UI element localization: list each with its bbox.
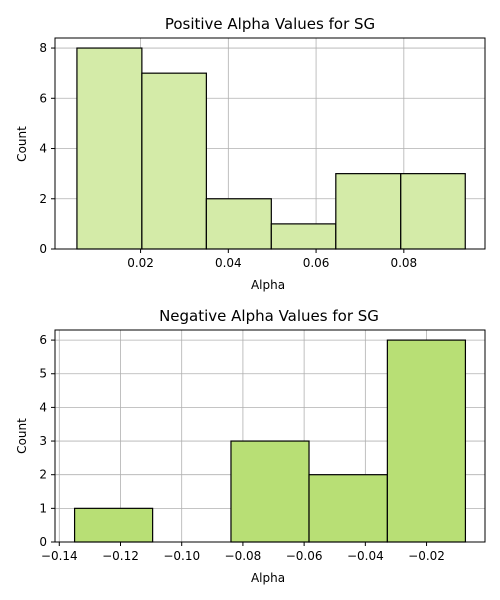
x-tick-label: 0.06 [303, 256, 330, 270]
negative-alpha-histogram: −0.14 −0.12 −0.10 −0.08 −0.06 −0.04 −0.02 0 1 2 3 4… [15, 307, 486, 585]
positive-alpha-histogram: 0.02 0.04 0.06 0.08 0 2 4 6 8 Positive Alpha Val… [15, 15, 486, 292]
histogram-bar [141, 72, 207, 250]
plot-area: −0.14 −0.12 −0.10 −0.08 −0.06 −0.04 −0.02 0 1 2 3 4… [39, 329, 486, 563]
y-tick-label: 6 [39, 91, 47, 105]
y-tick-label: 1 [39, 501, 47, 515]
x-tick-label: −0.12 [102, 549, 139, 563]
histogram-bar [76, 47, 143, 250]
x-tick-label: 0.08 [390, 256, 417, 270]
y-tick-label: 8 [39, 41, 47, 55]
histogram-bar [205, 198, 272, 250]
y-axis-label: Count [15, 418, 29, 454]
x-tick-label: −0.06 [286, 549, 323, 563]
y-tick-label: 5 [39, 367, 47, 381]
histogram-bar [335, 173, 402, 250]
x-tick-label: −0.02 [408, 549, 445, 563]
chart-title: Negative Alpha Values for SG [159, 307, 379, 325]
histogram-bar [386, 339, 467, 543]
chart-title: Positive Alpha Values for SG [165, 15, 375, 33]
y-tick-label: 2 [39, 468, 47, 482]
x-tick-label: −0.10 [163, 549, 200, 563]
x-tick-label: −0.08 [225, 549, 262, 563]
axes-frame [54, 37, 486, 250]
y-tick-label: 0 [39, 242, 47, 256]
x-tick-label: −0.14 [41, 549, 78, 563]
y-tick-label: 4 [39, 142, 47, 156]
y-tick-label: 2 [39, 192, 47, 206]
plot-area: 0.02 0.04 0.06 0.08 0 2 4 6 8 [39, 37, 486, 270]
x-tick-label: −0.04 [347, 549, 384, 563]
y-tick-label: 6 [39, 333, 47, 347]
x-tick-label: 0.02 [127, 256, 154, 270]
x-axis-label: Alpha [251, 571, 285, 585]
x-tick-label: 0.04 [215, 256, 242, 270]
histogram-bar [73, 507, 154, 543]
histogram-bar [308, 474, 388, 543]
x-axis-label: Alpha [251, 278, 285, 292]
y-tick-label: 0 [39, 535, 47, 549]
histogram-bar [270, 223, 337, 250]
y-axis-label: Count [15, 126, 29, 162]
y-tick-label: 4 [39, 400, 47, 414]
histogram-bar [230, 440, 310, 543]
histogram-bar [400, 173, 466, 250]
y-tick-label: 3 [39, 434, 47, 448]
axes-frame [54, 329, 486, 543]
